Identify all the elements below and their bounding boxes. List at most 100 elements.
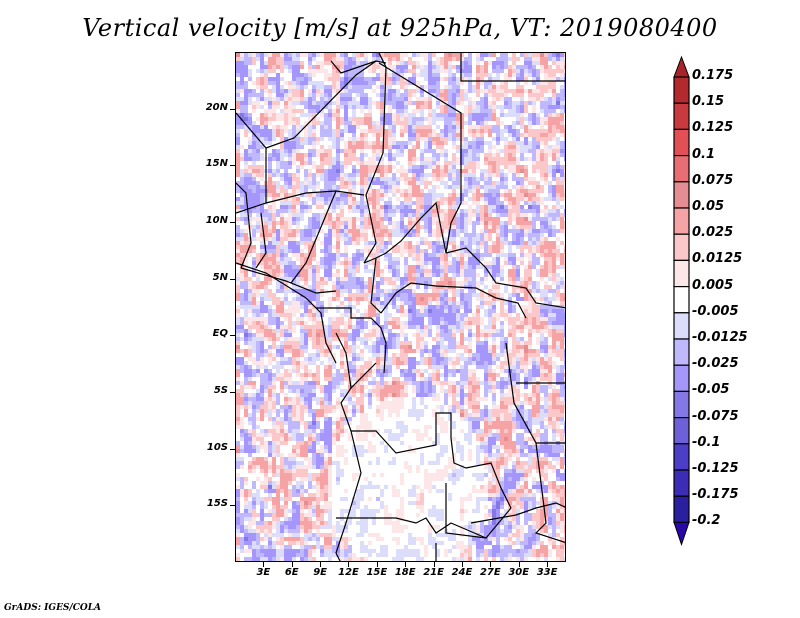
velocity-cell xyxy=(544,101,548,105)
velocity-cell xyxy=(448,237,452,241)
velocity-cell xyxy=(360,189,364,193)
velocity-cell xyxy=(244,165,248,169)
velocity-cell xyxy=(472,293,476,297)
velocity-cell xyxy=(268,101,272,105)
velocity-cell xyxy=(484,109,488,113)
velocity-cell xyxy=(404,257,408,261)
velocity-cell xyxy=(288,341,292,345)
velocity-cell xyxy=(252,245,256,249)
velocity-cell xyxy=(512,237,516,241)
velocity-cell xyxy=(272,57,276,61)
velocity-cell xyxy=(480,145,484,149)
velocity-cell xyxy=(544,137,548,141)
velocity-cell xyxy=(336,213,340,217)
velocity-cell xyxy=(312,329,316,333)
velocity-cell xyxy=(388,185,392,189)
velocity-cell xyxy=(536,133,540,137)
velocity-cell xyxy=(288,161,292,165)
velocity-cell xyxy=(312,73,316,77)
velocity-cell xyxy=(548,137,552,141)
velocity-cell xyxy=(288,321,292,325)
velocity-cell xyxy=(440,293,444,297)
velocity-cell xyxy=(284,309,288,313)
velocity-cell xyxy=(352,221,356,225)
velocity-cell xyxy=(400,285,404,289)
velocity-cell xyxy=(428,161,432,165)
velocity-cell xyxy=(408,301,412,305)
velocity-cell xyxy=(360,289,364,293)
velocity-cell xyxy=(320,213,324,217)
velocity-cell xyxy=(344,85,348,89)
velocity-cell xyxy=(240,233,244,237)
velocity-cell xyxy=(432,205,436,209)
velocity-cell xyxy=(384,229,388,233)
velocity-cell xyxy=(340,89,344,93)
velocity-cell xyxy=(504,113,508,117)
velocity-cell xyxy=(256,145,260,149)
velocity-cell xyxy=(336,221,340,225)
velocity-cell xyxy=(560,221,564,225)
velocity-cell xyxy=(448,121,452,125)
velocity-cell xyxy=(464,233,468,237)
velocity-cell xyxy=(272,313,276,317)
velocity-cell xyxy=(496,273,500,277)
velocity-cell xyxy=(428,309,432,313)
velocity-cell xyxy=(292,189,296,193)
velocity-cell xyxy=(412,89,416,93)
velocity-cell xyxy=(444,61,448,65)
velocity-cell xyxy=(364,77,368,81)
velocity-cell xyxy=(324,289,328,293)
velocity-cell xyxy=(248,149,252,153)
velocity-cell xyxy=(540,341,544,345)
velocity-cell xyxy=(424,133,428,137)
velocity-cell xyxy=(272,293,276,297)
velocity-cell xyxy=(312,97,316,101)
velocity-cell xyxy=(416,285,420,289)
velocity-cell xyxy=(292,285,296,289)
velocity-cell xyxy=(344,221,348,225)
velocity-cell xyxy=(416,273,420,277)
velocity-cell xyxy=(416,157,420,161)
velocity-cell xyxy=(532,301,536,305)
velocity-cell xyxy=(324,129,328,133)
velocity-cell xyxy=(400,57,404,61)
velocity-cell xyxy=(540,333,544,337)
velocity-cell xyxy=(256,313,260,317)
velocity-cell xyxy=(452,197,456,201)
velocity-cell xyxy=(460,113,464,117)
velocity-cell xyxy=(352,333,356,337)
velocity-cell xyxy=(444,325,448,329)
velocity-cell xyxy=(312,89,316,93)
velocity-cell xyxy=(276,105,280,109)
velocity-cell xyxy=(272,341,276,345)
velocity-cell xyxy=(308,309,312,313)
velocity-cell xyxy=(252,129,256,133)
velocity-cell xyxy=(452,205,456,209)
velocity-cell xyxy=(336,105,340,109)
velocity-cell xyxy=(400,93,404,97)
velocity-cell xyxy=(312,69,316,73)
velocity-cell xyxy=(332,181,336,185)
velocity-cell xyxy=(256,213,260,217)
velocity-cell xyxy=(516,85,520,89)
velocity-cell xyxy=(428,241,432,245)
velocity-cell xyxy=(460,77,464,81)
velocity-cell xyxy=(368,117,372,121)
velocity-cell xyxy=(452,129,456,133)
velocity-cell xyxy=(540,241,544,245)
velocity-cell xyxy=(312,117,316,121)
velocity-cell xyxy=(460,257,464,261)
velocity-cell xyxy=(332,69,336,73)
velocity-cell xyxy=(328,169,332,173)
velocity-cell xyxy=(308,277,312,281)
velocity-cell xyxy=(436,85,440,89)
velocity-cell xyxy=(532,121,536,125)
velocity-cell xyxy=(484,225,488,229)
velocity-cell xyxy=(240,85,244,89)
velocity-cell xyxy=(544,225,548,229)
velocity-cell xyxy=(536,245,540,249)
velocity-cell xyxy=(492,329,496,333)
velocity-cell xyxy=(516,161,520,165)
velocity-cell xyxy=(476,117,480,121)
velocity-cell xyxy=(528,297,532,301)
